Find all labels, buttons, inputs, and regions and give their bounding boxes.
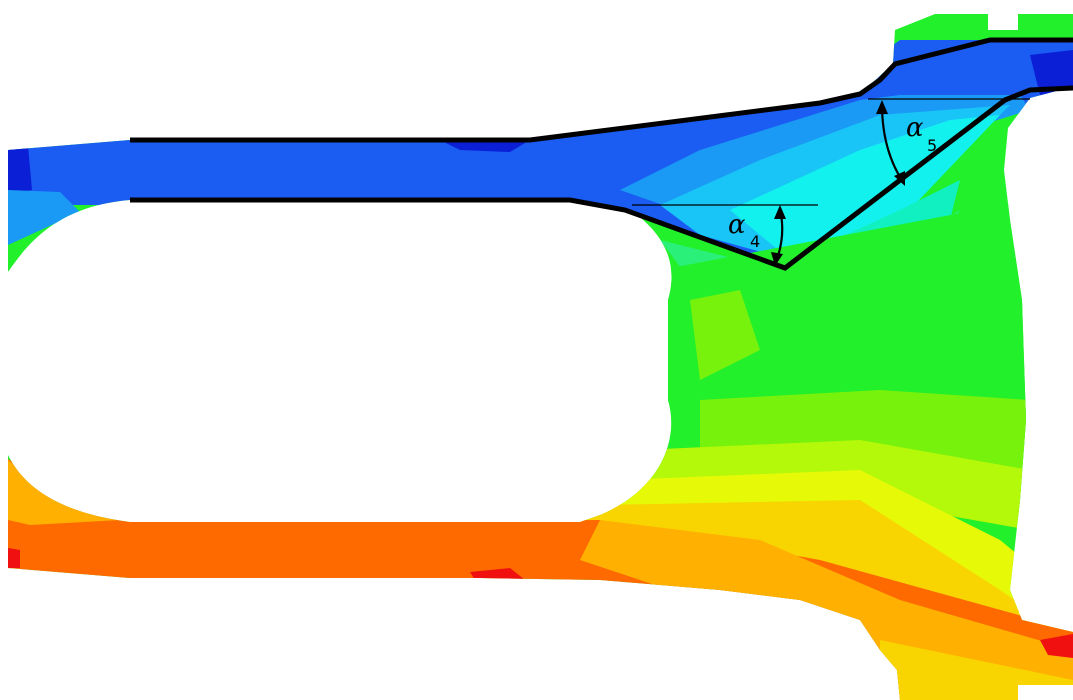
label-alpha4-subscript: 4: [750, 232, 760, 251]
contour-band-gold-bottom: [880, 640, 1073, 700]
arrowhead-alpha4-top: [774, 205, 786, 219]
contour-band-navy-top: [440, 140, 530, 152]
upper-beam-bottom-edge: [130, 85, 1073, 271]
contour-band-lime-upper: [690, 290, 760, 380]
label-alpha4: α: [728, 210, 746, 240]
arrowhead-alpha5-bottom: [894, 171, 905, 186]
upper-beam-top-edge: [130, 37, 1073, 143]
label-alpha5: α: [906, 113, 924, 143]
contour-band-navy-left: [8, 146, 32, 195]
arrowhead-alpha5-top: [876, 100, 888, 114]
contour-band-red-right: [1040, 634, 1073, 658]
arrowhead-alpha4-bottom: [771, 252, 783, 266]
contour-band-amber-left: [8, 460, 120, 525]
contour-band-red-left: [8, 548, 20, 568]
contour-band-navy-right: [1030, 50, 1073, 95]
label-alpha5-subscript: 5: [927, 136, 937, 155]
contour-band-red-bottom: [470, 568, 525, 580]
contour-band-azure-left: [8, 190, 80, 245]
